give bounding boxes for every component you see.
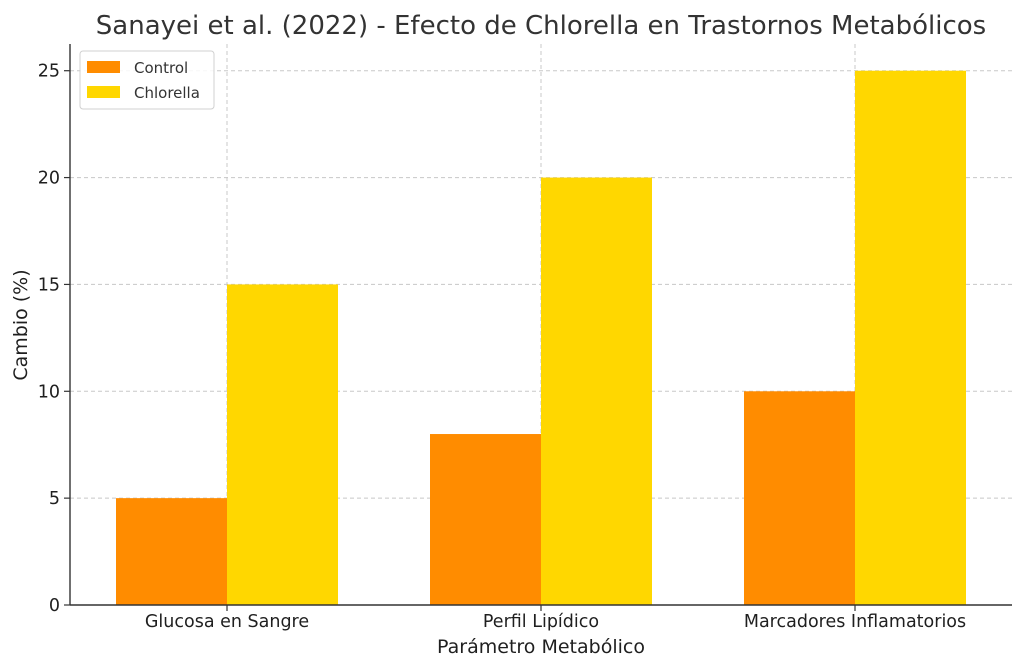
- bars: [116, 70, 966, 606]
- y-axis-label: Cambio (%): [10, 269, 32, 380]
- legend-swatch-control: [87, 61, 120, 73]
- bar-chlorella-3: [855, 70, 966, 605]
- chart-title: Sanayei et al. (2022) - Efecto de Chlore…: [96, 11, 986, 41]
- x-ticks: Glucosa en Sangre Perfil Lipídico Marcador…: [145, 605, 966, 632]
- legend-label-chlorella: Chlorella: [134, 84, 200, 102]
- x-tick-label: Glucosa en Sangre: [145, 612, 309, 632]
- y-tick-label: 15: [38, 275, 60, 295]
- bar-chlorella-2: [541, 177, 652, 606]
- bar-control-2: [430, 434, 541, 605]
- x-tick-label: Perfil Lipídico: [483, 612, 599, 632]
- x-tick-label: Marcadores Inflamatorios: [744, 612, 966, 632]
- x-axis-label: Parámetro Metabólico: [437, 636, 645, 658]
- legend-swatch-chlorella: [87, 86, 120, 98]
- bar-control-1: [116, 498, 227, 605]
- y-ticks: 0 5 10 15 20 25: [38, 62, 70, 616]
- bar-control-3: [744, 391, 855, 605]
- y-tick-label: 25: [38, 62, 60, 82]
- legend-label-control: Control: [134, 59, 188, 77]
- bar-chlorella-1: [227, 284, 338, 605]
- legend: Control Chlorella: [79, 50, 215, 110]
- y-tick-label: 10: [38, 382, 60, 402]
- y-tick-label: 20: [38, 169, 60, 189]
- y-tick-label: 5: [49, 489, 60, 509]
- y-tick-label: 0: [49, 596, 60, 616]
